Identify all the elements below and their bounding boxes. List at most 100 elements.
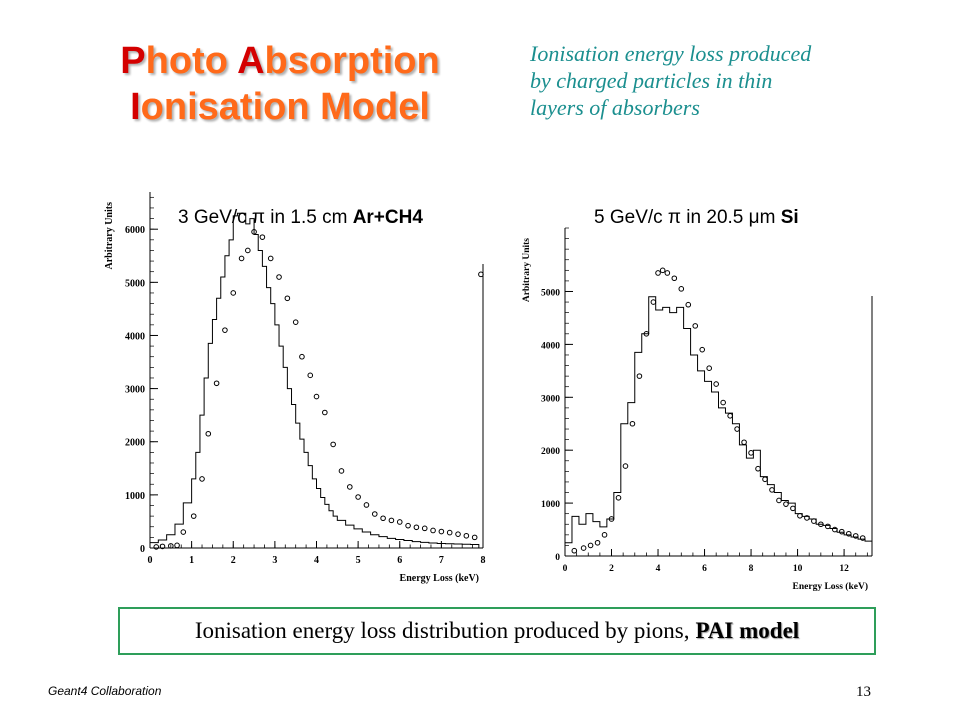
title-word-absorption: bsorption [264, 40, 440, 82]
chart-2-data-point [571, 547, 578, 554]
title-line-1: Photo Absorption [60, 38, 500, 84]
chart-2-y-tick-label-0: 0 [555, 553, 560, 563]
chart-2-data-point [713, 381, 719, 387]
chart-2-data-point [818, 521, 824, 528]
chart-2-data-point [769, 487, 775, 493]
chart-1-data-point [330, 441, 336, 448]
chart-2-y-tick-label-1: 1000 [541, 500, 560, 510]
chart-2-y-tick-label-4: 4000 [541, 341, 560, 351]
chart-1-data-point [213, 380, 220, 387]
chart-si: 0 2 4 6 8 10 12 0 1000 2000 3000 4000 5000 Energy Los… [522, 227, 873, 592]
chart-1-data-point [405, 522, 411, 529]
chart-2-data-point [650, 299, 657, 305]
chart-2-data-point [580, 545, 587, 551]
chart-1-title: 3 GeV/c π in 1.5 cm Ar+CH4 [178, 207, 423, 229]
chart-1-data-point [413, 524, 420, 531]
chart-1-data-point [471, 534, 478, 541]
chart-1-data-point [338, 468, 345, 474]
chart-1-data-point [438, 528, 445, 535]
chart-1-data-point [355, 494, 361, 500]
chart-1-x-tick-label-5: 5 [356, 555, 361, 566]
chart-1-data-point [388, 517, 395, 524]
chart-1-histogram-series [149, 212, 480, 548]
title-initial-i: I [130, 86, 141, 128]
footer-collaboration: Geant4 Collaboration [48, 684, 162, 698]
chart-2-data-point [797, 512, 803, 519]
chart-1-data-point [180, 529, 187, 535]
chart-1-data-point [299, 353, 305, 360]
chart-2-y-tick-label-5: 5000 [541, 288, 560, 298]
chart-1-y-tick-label-2: 2000 [125, 438, 145, 449]
caption-text: Ionisation energy loss distribution prod… [194, 618, 690, 643]
chart-1-y-tick-label-6: 6000 [125, 225, 145, 236]
chart-1-data-point [174, 542, 180, 549]
chart-2-data-point [720, 399, 726, 406]
chart-1-data-point [478, 271, 484, 278]
chart-1-data-point [307, 372, 314, 379]
chart-1-data-point [371, 511, 378, 517]
chart-2-data-point [594, 539, 601, 546]
chart-1-data-point [168, 543, 174, 549]
chart-1-data-point [190, 513, 197, 519]
chart-2-data-point [825, 523, 831, 530]
chart-2-data-point [608, 516, 615, 522]
chart-1-data-point [284, 295, 291, 302]
subtitle-line-1: Ionisation energy loss produced [530, 41, 812, 66]
chart-2-data-point [706, 365, 712, 371]
chart-1-data-point [205, 430, 212, 437]
chart-2-data-point [659, 267, 666, 274]
chart-1-data-point [421, 525, 428, 532]
chart-2-x-tick-label-3: 6 [702, 564, 707, 574]
chart-2-x-tick-label-2: 4 [656, 564, 661, 574]
chart-1-data-point [199, 476, 205, 482]
chart-1-data-point [363, 502, 370, 508]
chart-2-y-tick-label-3: 3000 [541, 394, 560, 404]
chart-2-data-point [727, 413, 733, 419]
chart-1-x-tick-label-8: 8 [481, 555, 486, 566]
chart-1-data-point [267, 255, 274, 262]
chart-1-data-point [159, 543, 166, 550]
title-initial-a: A [237, 40, 265, 82]
slide-title: Photo Absorption Ionisation Model [60, 38, 500, 130]
chart-1-data-point [153, 544, 160, 550]
chart-1-data-point [292, 319, 299, 325]
chart-2-data-point [811, 518, 817, 524]
chart-2-data-point [783, 501, 789, 507]
chart-1-y-tick-label-0: 0 [140, 544, 145, 555]
chart-2-data-point [762, 476, 768, 483]
chart-1-data-point [276, 274, 282, 280]
chart-2-data-point [831, 526, 838, 533]
chart-2-x-tick-label-6: 12 [839, 564, 849, 574]
slide-subtitle: Ionisation energy loss produced by charg… [530, 40, 930, 121]
chart-1-data-point [222, 327, 228, 333]
chart-2-data-point [699, 346, 706, 353]
chart-2-data-point [748, 450, 754, 456]
chart-2-data-point [776, 497, 782, 504]
chart-2-data-point [678, 286, 685, 292]
chart-1-x-tick-label-0: 0 [148, 555, 153, 566]
chart-2-data-point [741, 439, 747, 446]
chart-2-data-point [804, 515, 810, 521]
chart-1-x-axis-label: Energy Loss (keV) [400, 573, 479, 584]
chart-1-data-point [347, 484, 353, 490]
chart-2-data-point [664, 270, 671, 276]
chart-1-data-point [238, 255, 245, 262]
chart-1-data-point [455, 531, 461, 537]
chart-1-data-point [245, 247, 251, 254]
chart-2-data-point [615, 495, 622, 501]
chart-2-x-tick-label-5: 10 [793, 564, 803, 574]
title-words-ionisation-model: onisation Model [140, 86, 430, 128]
chart-1-data-point [313, 393, 320, 400]
chart-1-data-point [322, 409, 328, 416]
chart-2-data-point [852, 533, 859, 539]
chart-1-y-tick-label-5: 5000 [125, 278, 145, 289]
chart-2-data-point [636, 373, 643, 379]
caption-model-name: PAI model [695, 618, 800, 643]
chart-1-y-tick-label-3: 3000 [125, 385, 145, 396]
chart-1-data-point [380, 515, 386, 522]
chart-2-data-point [734, 426, 740, 432]
chart-2-data-point [643, 331, 650, 337]
chart-1-data-point [251, 229, 257, 235]
title-line-2: Ionisation Model [60, 84, 500, 130]
chart-2-data-point [629, 420, 636, 427]
